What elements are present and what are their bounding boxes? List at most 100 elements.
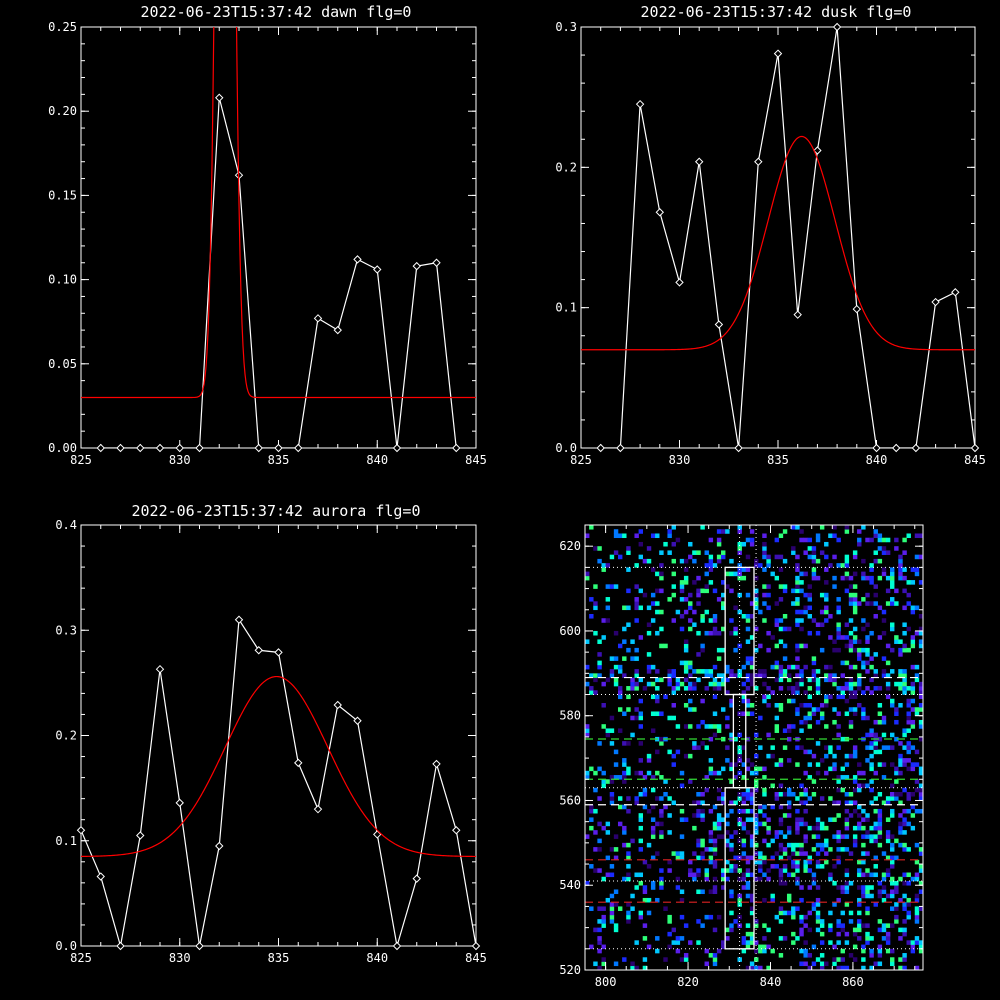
heatmap-cell (725, 669, 730, 674)
heatmap-cell (906, 821, 911, 827)
heatmap-cell (873, 855, 878, 861)
heatmap-cell (815, 910, 821, 916)
heatmap-cell (852, 690, 858, 695)
heatmap-cell (721, 580, 726, 585)
heatmap-cell (725, 927, 730, 933)
heatmap-cell (766, 927, 771, 933)
heatmap-cell (857, 821, 862, 827)
heatmap-cell (906, 910, 911, 916)
heatmap-cell (696, 919, 701, 924)
heatmap-cell (659, 563, 664, 568)
heatmap-cell (795, 830, 800, 835)
heatmap-cell (844, 868, 850, 873)
heatmap-cell (848, 677, 854, 683)
heatmap-cell (848, 919, 854, 924)
heatmap-cell (795, 681, 800, 687)
heatmap-cell (902, 681, 907, 687)
heatmap-cell (894, 881, 899, 886)
heatmap-cell (832, 762, 837, 767)
heatmap-cell (704, 724, 709, 729)
heatmap-cell (696, 838, 701, 844)
heatmap-cell (749, 601, 755, 606)
heatmap-cell (749, 800, 755, 806)
heatmap-cell (679, 957, 685, 962)
heatmap-cell (593, 690, 598, 695)
heatmap-cell (918, 948, 924, 954)
heatmap-cell (811, 711, 817, 717)
heatmap-cell (609, 715, 615, 721)
heatmap-cell (646, 630, 652, 636)
data-point (195, 941, 204, 951)
heatmap-cell (609, 914, 615, 920)
heatmap-cell (898, 821, 903, 827)
heatmap-cell (589, 944, 594, 950)
heatmap-cell (885, 931, 891, 937)
heatmap-cell (716, 541, 722, 547)
heatmap-cell (807, 597, 813, 602)
heatmap-cell (696, 550, 701, 555)
heatmap-cell (712, 847, 718, 852)
heatmap-cell (902, 927, 907, 933)
heatmap-cell (766, 694, 771, 700)
heatmap-cell (918, 690, 924, 695)
heatmap-cell (675, 940, 681, 945)
heatmap-cell (819, 931, 825, 937)
heatmap-cell (873, 745, 878, 750)
heatmap-cell (671, 940, 676, 945)
heatmap-cell (589, 525, 594, 530)
heatmap-cell (721, 940, 726, 945)
heatmap-cell (667, 677, 672, 683)
data-point (773, 49, 783, 58)
heatmap-cell (906, 741, 911, 746)
heatmap-cell (725, 571, 730, 577)
heatmap-cell (881, 715, 887, 721)
heatmap-cell (918, 630, 924, 636)
heatmap-cell (597, 847, 602, 852)
heatmap-cell (634, 715, 639, 721)
heatmap-cell (910, 567, 916, 572)
heatmap-cell (626, 546, 631, 551)
heatmap-cell (745, 677, 751, 683)
heatmap-cell (795, 707, 800, 712)
heatmap-cell (815, 770, 821, 776)
heatmap-cell (865, 575, 870, 581)
heatmap-cell (865, 635, 870, 640)
heatmap-cell (840, 694, 845, 700)
heatmap-cell (659, 736, 664, 742)
heatmap-cell (815, 762, 821, 767)
heatmap-cell (791, 601, 796, 606)
heatmap-cell (828, 677, 833, 683)
heatmap-cell (696, 669, 701, 674)
heatmap-cell (605, 618, 611, 623)
heatmap-cell (671, 851, 676, 856)
heatmap-cell (729, 893, 734, 899)
heatmap-cell (914, 893, 920, 899)
heatmap-cell (803, 923, 808, 928)
heatmap-cell (754, 940, 759, 945)
heatmap-cell (605, 605, 611, 611)
heatmap-cell (613, 584, 619, 589)
heatmap-cell (836, 724, 841, 729)
heatmap-cell (667, 859, 672, 865)
heatmap-cell (844, 554, 850, 560)
heatmap-cell (894, 796, 899, 801)
heatmap-cell (795, 525, 800, 530)
heatmap-cell (852, 647, 858, 653)
heatmap-cell (712, 889, 718, 895)
heatmap-cell (745, 881, 751, 886)
heatmap-cell (622, 626, 627, 632)
heatmap-cell (857, 703, 862, 708)
heatmap-cell (815, 719, 821, 725)
heatmap-cell (786, 825, 792, 831)
heatmap-cell (593, 601, 598, 606)
heatmap-cell (609, 864, 615, 869)
heatmap-cell (704, 550, 709, 555)
heatmap-cell (803, 953, 808, 958)
heatmap-cell (617, 796, 623, 801)
heatmap-cell (725, 529, 730, 534)
heatmap-cell (704, 745, 709, 750)
heatmap-cell (890, 864, 895, 869)
heatmap-cell (791, 686, 796, 691)
heatmap-cell (617, 533, 623, 539)
heatmap-cell (807, 630, 813, 636)
